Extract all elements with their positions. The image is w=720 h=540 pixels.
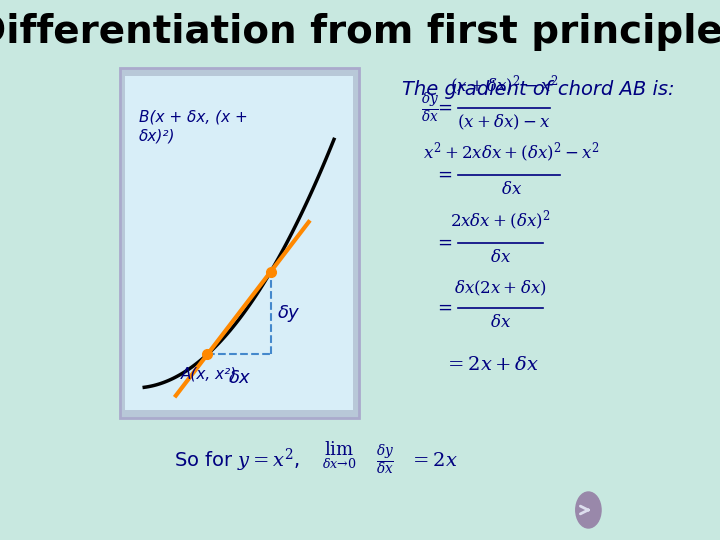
- Circle shape: [576, 492, 601, 528]
- Text: $\frac{\delta y}{\delta x}$: $\frac{\delta y}{\delta x}$: [376, 443, 394, 477]
- Text: $(x + \delta x) - x$: $(x + \delta x) - x$: [457, 113, 551, 132]
- Text: $\delta x$: $\delta x$: [500, 180, 522, 198]
- Text: =: =: [437, 166, 452, 184]
- Text: δy: δy: [278, 304, 300, 322]
- Text: =: =: [437, 299, 452, 317]
- Text: =: =: [437, 234, 452, 252]
- Text: δx: δx: [228, 369, 250, 387]
- Text: $x^2 + 2x\delta x + (\delta x)^2 - x^2$: $x^2 + 2x\delta x + (\delta x)^2 - x^2$: [423, 141, 600, 165]
- Text: A(x, x²): A(x, x²): [181, 366, 237, 381]
- Text: $\frac{\delta y}{\delta x}$: $\frac{\delta y}{\delta x}$: [421, 91, 439, 125]
- Text: $2x\delta x + (\delta x)^2$: $2x\delta x + (\delta x)^2$: [451, 209, 551, 233]
- FancyArrowPatch shape: [580, 506, 588, 514]
- Text: B(x + δx, (x +
δx)²): B(x + δx, (x + δx)²): [140, 110, 248, 144]
- Text: $\delta x$: $\delta x$: [490, 248, 511, 266]
- Text: The gradient of chord AB is:: The gradient of chord AB is:: [402, 80, 675, 99]
- Text: $\lim_{\delta x \to 0}$: $\lim_{\delta x \to 0}$: [322, 440, 356, 470]
- FancyBboxPatch shape: [120, 68, 359, 418]
- FancyBboxPatch shape: [125, 76, 353, 410]
- Text: $(x + \delta x)^2 - x^2$: $(x + \delta x)^2 - x^2$: [450, 74, 558, 98]
- Text: $\delta x$: $\delta x$: [490, 313, 511, 331]
- Text: $= 2x + \delta x$: $= 2x + \delta x$: [444, 355, 540, 375]
- Text: So for $y = x^2$,: So for $y = x^2$,: [174, 447, 300, 474]
- Text: =: =: [437, 99, 452, 117]
- Text: Differentiation from first principles: Differentiation from first principles: [0, 13, 720, 51]
- Text: $\delta x(2x + \delta x)$: $\delta x(2x + \delta x)$: [454, 279, 547, 298]
- Text: $= 2x$: $= 2x$: [409, 450, 458, 469]
